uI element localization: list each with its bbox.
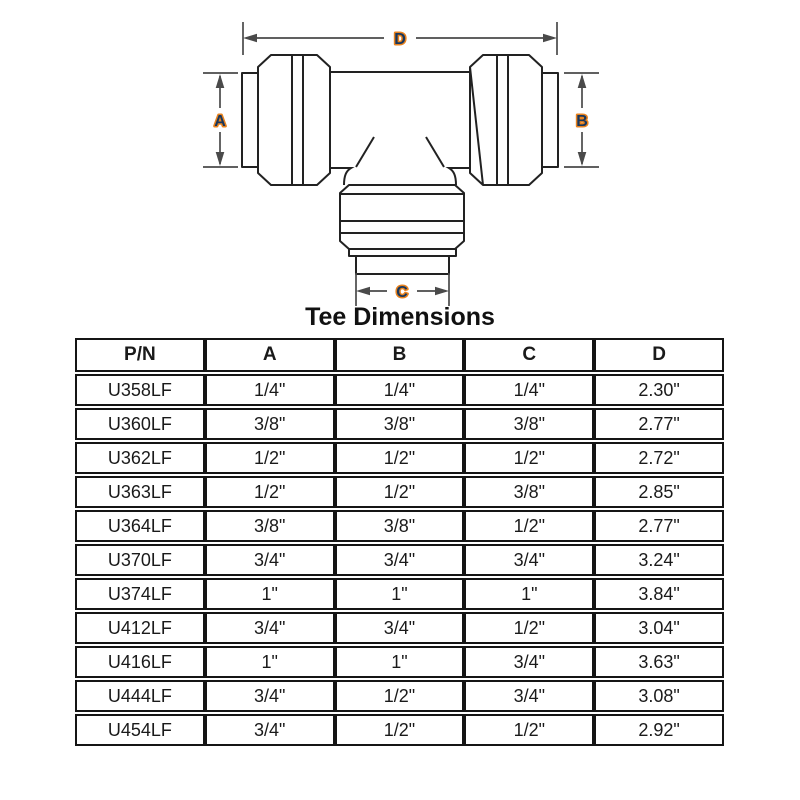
cell-b: 1/2": [334, 442, 465, 474]
cell-pn: U363LF: [75, 476, 205, 508]
cell-a: 3/4": [204, 680, 335, 712]
dim-label-c: C: [396, 284, 408, 301]
cell-d: 3.08": [594, 680, 724, 712]
cell-c: 3/8": [464, 476, 595, 508]
dim-label-b: B: [576, 113, 588, 130]
table-row: U444LF 3/4" 1/2" 3/4" 3.08": [75, 680, 724, 712]
cell-d: 3.04": [594, 612, 724, 644]
tee-dimensions-table-wrap: P/N A B C D U358LF 1/4" 1/4" 1/4" 2.30" …: [75, 336, 724, 748]
cell-pn: U454LF: [75, 714, 205, 746]
dimension-d: D: [242, 22, 558, 55]
dimension-b: B: [564, 72, 599, 168]
bore-line-right: [425, 136, 445, 168]
table-header-row: P/N A B C D: [75, 338, 724, 372]
table-row: U370LF 3/4" 3/4" 3/4" 3.24": [75, 544, 724, 576]
cell-pn: U362LF: [75, 442, 205, 474]
cell-a: 1/4": [204, 374, 335, 406]
bore-line-left: [355, 136, 375, 168]
table-row: U364LF 3/8" 3/8" 1/2" 2.77": [75, 510, 724, 542]
cell-c: 3/4": [464, 544, 595, 576]
tee-fitting-drawing: [241, 54, 559, 275]
left-tube-stub: [241, 72, 259, 168]
table-row: U363LF 1/2" 1/2" 3/8" 2.85": [75, 476, 724, 508]
column-header-b: B: [334, 338, 465, 372]
cell-d: 2.92": [594, 714, 724, 746]
column-header-c: C: [464, 338, 595, 372]
table-row: U416LF 1" 1" 3/4" 3.63": [75, 646, 724, 678]
cell-b: 3/8": [334, 408, 465, 440]
cell-d: 3.84": [594, 578, 724, 610]
cell-b: 3/4": [334, 544, 465, 576]
cell-c: 3/8": [464, 408, 595, 440]
cell-c: 1/2": [464, 442, 595, 474]
tube-bottom-left-edge: [330, 167, 355, 186]
column-header-pn: P/N: [75, 338, 205, 372]
cell-b: 3/8": [334, 510, 465, 542]
cell-pn: U358LF: [75, 374, 205, 406]
cell-b: 1/2": [334, 714, 465, 746]
column-header-d: D: [594, 338, 724, 372]
cell-a: 1": [204, 646, 335, 678]
cell-d: 3.63": [594, 646, 724, 678]
tee-dimensions-table: P/N A B C D U358LF 1/4" 1/4" 1/4" 2.30" …: [75, 336, 724, 748]
table-row: U374LF 1" 1" 1" 3.84": [75, 578, 724, 610]
tee-fitting-svg: D A B: [203, 22, 599, 306]
cell-d: 2.85": [594, 476, 724, 508]
branch-step-ring: [348, 248, 457, 257]
cell-a: 3/8": [204, 510, 335, 542]
cell-c: 1": [464, 578, 595, 610]
cell-a: 3/8": [204, 408, 335, 440]
table-row: U358LF 1/4" 1/4" 1/4" 2.30": [75, 374, 724, 406]
table-row: U362LF 1/2" 1/2" 1/2" 2.72": [75, 442, 724, 474]
cell-pn: U360LF: [75, 408, 205, 440]
cell-d: 2.77": [594, 408, 724, 440]
cell-pn: U416LF: [75, 646, 205, 678]
cell-a: 3/4": [204, 612, 335, 644]
right-collet-body: [469, 54, 543, 186]
cell-a: 3/4": [204, 714, 335, 746]
cell-c: 1/2": [464, 612, 595, 644]
cell-pn: U412LF: [75, 612, 205, 644]
page-title: Tee Dimensions: [305, 303, 495, 331]
cell-d: 3.24": [594, 544, 724, 576]
cell-a: 3/4": [204, 544, 335, 576]
cell-c: 3/4": [464, 680, 595, 712]
tube-bottom-right-edge: [445, 167, 470, 186]
cell-c: 1/4": [464, 374, 595, 406]
branch-tube-stub: [355, 255, 450, 275]
cell-b: 1": [334, 578, 465, 610]
cell-b: 3/4": [334, 612, 465, 644]
cell-pn: U444LF: [75, 680, 205, 712]
cell-d: 2.72": [594, 442, 724, 474]
table-row: U412LF 3/4" 3/4" 1/2" 3.04": [75, 612, 724, 644]
column-header-a: A: [204, 338, 335, 372]
cell-c: 3/4": [464, 646, 595, 678]
cell-c: 1/2": [464, 510, 595, 542]
dim-label-d: D: [394, 31, 406, 48]
cell-a: 1": [204, 578, 335, 610]
dimension-c: C: [355, 273, 450, 306]
cell-a: 1/2": [204, 442, 335, 474]
cell-a: 1/2": [204, 476, 335, 508]
table-row: U454LF 3/4" 1/2" 1/2" 2.92": [75, 714, 724, 746]
tee-fitting-diagram: D A B: [0, 0, 800, 308]
dim-label-a: A: [214, 113, 226, 130]
right-tube-stub: [541, 72, 559, 168]
dimension-a: A: [203, 72, 238, 168]
cell-pn: U370LF: [75, 544, 205, 576]
cell-pn: U364LF: [75, 510, 205, 542]
cell-pn: U374LF: [75, 578, 205, 610]
cell-b: 1/2": [334, 476, 465, 508]
left-collet-body: [257, 54, 331, 186]
cell-b: 1/4": [334, 374, 465, 406]
cell-b: 1/2": [334, 680, 465, 712]
cell-d: 2.30": [594, 374, 724, 406]
cell-b: 1": [334, 646, 465, 678]
cell-c: 1/2": [464, 714, 595, 746]
cell-d: 2.77": [594, 510, 724, 542]
table-row: U360LF 3/8" 3/8" 3/8" 2.77": [75, 408, 724, 440]
